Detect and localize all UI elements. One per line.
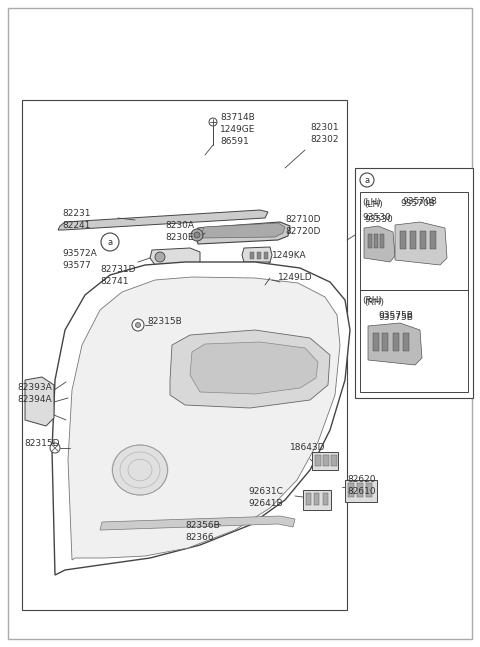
Polygon shape <box>190 342 318 394</box>
Polygon shape <box>52 262 350 575</box>
Bar <box>323 493 328 505</box>
Circle shape <box>155 252 165 262</box>
Text: 82731D: 82731D <box>100 265 135 274</box>
Text: 82301: 82301 <box>310 124 338 133</box>
Bar <box>315 455 321 466</box>
Bar <box>382 333 388 351</box>
Text: 93530: 93530 <box>364 215 393 225</box>
Bar <box>357 483 363 497</box>
Text: 82315B: 82315B <box>147 318 182 327</box>
Text: 93575B: 93575B <box>378 314 413 322</box>
Polygon shape <box>150 248 200 266</box>
Ellipse shape <box>112 445 168 495</box>
Polygon shape <box>395 222 447 265</box>
Text: 93572A: 93572A <box>62 250 97 259</box>
Text: 93570B: 93570B <box>402 197 437 206</box>
Polygon shape <box>195 222 290 244</box>
Text: (LH): (LH) <box>362 197 381 206</box>
Bar <box>380 234 384 248</box>
Text: 93530: 93530 <box>362 214 391 223</box>
Circle shape <box>360 173 374 187</box>
Bar <box>331 455 337 466</box>
Text: 1249GE: 1249GE <box>220 126 255 135</box>
Circle shape <box>50 443 60 453</box>
Text: (LH): (LH) <box>364 199 383 208</box>
Text: 82356B: 82356B <box>185 521 220 531</box>
Polygon shape <box>202 223 285 238</box>
Bar <box>323 455 329 466</box>
Text: 92631C: 92631C <box>248 487 283 496</box>
Text: 8230E: 8230E <box>165 234 193 243</box>
Bar <box>393 333 399 351</box>
Polygon shape <box>242 247 272 262</box>
Text: 82620: 82620 <box>347 476 375 485</box>
Bar <box>345 480 377 502</box>
Circle shape <box>132 319 144 331</box>
Bar <box>360 192 468 290</box>
Text: 82315D: 82315D <box>24 439 60 448</box>
Text: 1249KA: 1249KA <box>272 252 307 261</box>
Text: 82302: 82302 <box>310 135 338 144</box>
Text: 82610: 82610 <box>347 487 376 496</box>
Circle shape <box>265 273 275 283</box>
Bar <box>303 490 331 510</box>
Bar <box>366 483 372 497</box>
Text: 82720D: 82720D <box>285 228 320 237</box>
Text: 93570B: 93570B <box>400 199 435 208</box>
Bar <box>373 333 379 351</box>
Bar <box>306 493 311 505</box>
Text: 93575B: 93575B <box>378 311 413 320</box>
Text: 93577: 93577 <box>62 261 91 270</box>
Bar <box>420 231 426 249</box>
Polygon shape <box>170 330 330 408</box>
Bar <box>430 231 436 249</box>
Polygon shape <box>25 377 54 426</box>
Bar <box>374 234 378 248</box>
Bar <box>348 483 354 497</box>
Bar <box>400 231 406 249</box>
Text: 82741: 82741 <box>100 278 129 287</box>
Bar <box>257 252 261 259</box>
Bar <box>312 452 338 470</box>
Bar <box>360 290 468 392</box>
Bar <box>264 252 268 259</box>
Polygon shape <box>68 277 340 560</box>
Bar <box>22 100 347 610</box>
Text: a: a <box>108 238 113 247</box>
Text: 82231: 82231 <box>62 210 91 219</box>
Polygon shape <box>100 516 295 530</box>
Text: a: a <box>364 176 370 185</box>
Bar <box>314 493 319 505</box>
Bar <box>368 234 372 248</box>
Text: 86591: 86591 <box>220 138 249 146</box>
Text: 82394A: 82394A <box>17 395 52 404</box>
Text: (RH): (RH) <box>362 296 382 305</box>
Polygon shape <box>368 323 422 365</box>
Polygon shape <box>58 210 268 230</box>
Text: 82366: 82366 <box>185 534 214 542</box>
Circle shape <box>101 233 119 251</box>
Circle shape <box>194 232 200 238</box>
Circle shape <box>209 118 217 126</box>
Text: (RH): (RH) <box>364 298 384 307</box>
Text: 1249LD: 1249LD <box>278 274 312 283</box>
Bar <box>250 252 254 259</box>
Bar <box>410 231 416 249</box>
Text: 8230A: 8230A <box>165 221 194 230</box>
Text: 92641B: 92641B <box>248 499 283 509</box>
Polygon shape <box>364 226 395 262</box>
Text: 82393A: 82393A <box>17 384 52 393</box>
Bar <box>403 333 409 351</box>
Text: 82241: 82241 <box>62 221 90 230</box>
Text: 83714B: 83714B <box>220 113 255 122</box>
Circle shape <box>135 322 141 327</box>
Text: 18643D: 18643D <box>290 443 325 452</box>
Circle shape <box>191 229 203 241</box>
Bar <box>355 168 473 398</box>
Text: 82710D: 82710D <box>285 215 321 225</box>
